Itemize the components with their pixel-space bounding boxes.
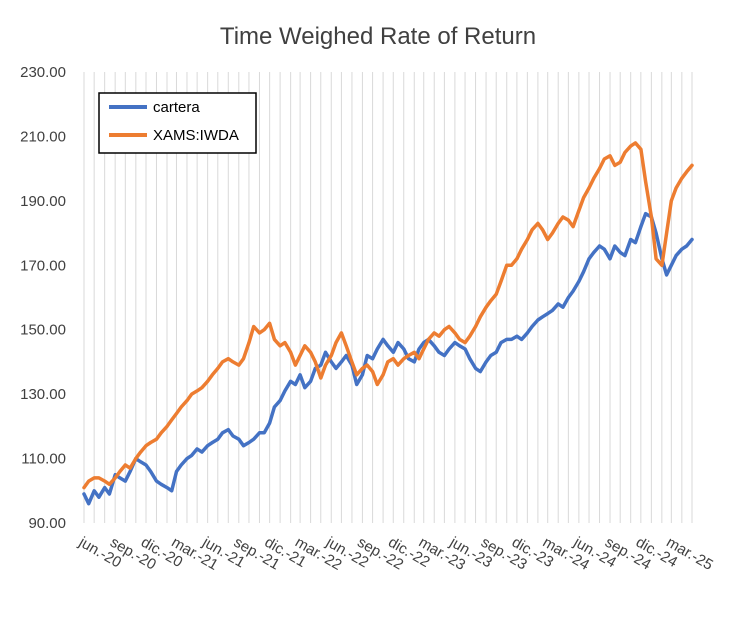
y-tick-label: 110.00 bbox=[21, 451, 66, 468]
legend-label-xams-iwda: XAMS:IWDA bbox=[153, 127, 239, 144]
y-tick-label: 150.00 bbox=[20, 322, 66, 339]
y-tick-label: 130.00 bbox=[20, 386, 66, 403]
y-tick-label: 170.00 bbox=[20, 257, 66, 274]
y-tick-label: 230.00 bbox=[20, 64, 66, 81]
y-axis: 90.00 110.00 130.00 150.00 170.00 190.00 210.0… bbox=[20, 64, 66, 532]
y-tick-label: 90.00 bbox=[28, 515, 66, 532]
series bbox=[82, 141, 694, 506]
x-axis: jun.-20sep.-20dic.-20mar.-21jun.-21sep.-… bbox=[75, 533, 716, 574]
y-tick-label: 190.00 bbox=[20, 193, 66, 210]
legend-label-cartera: cartera bbox=[153, 99, 200, 116]
legend: cartera XAMS:IWDA bbox=[98, 92, 257, 154]
series-line-cartera bbox=[82, 211, 694, 506]
legend-box bbox=[98, 92, 257, 154]
chart-title: Time Weighed Rate of Return bbox=[220, 23, 536, 50]
series-line-xams-iwda bbox=[82, 141, 694, 490]
y-tick-label: 210.00 bbox=[20, 128, 66, 145]
